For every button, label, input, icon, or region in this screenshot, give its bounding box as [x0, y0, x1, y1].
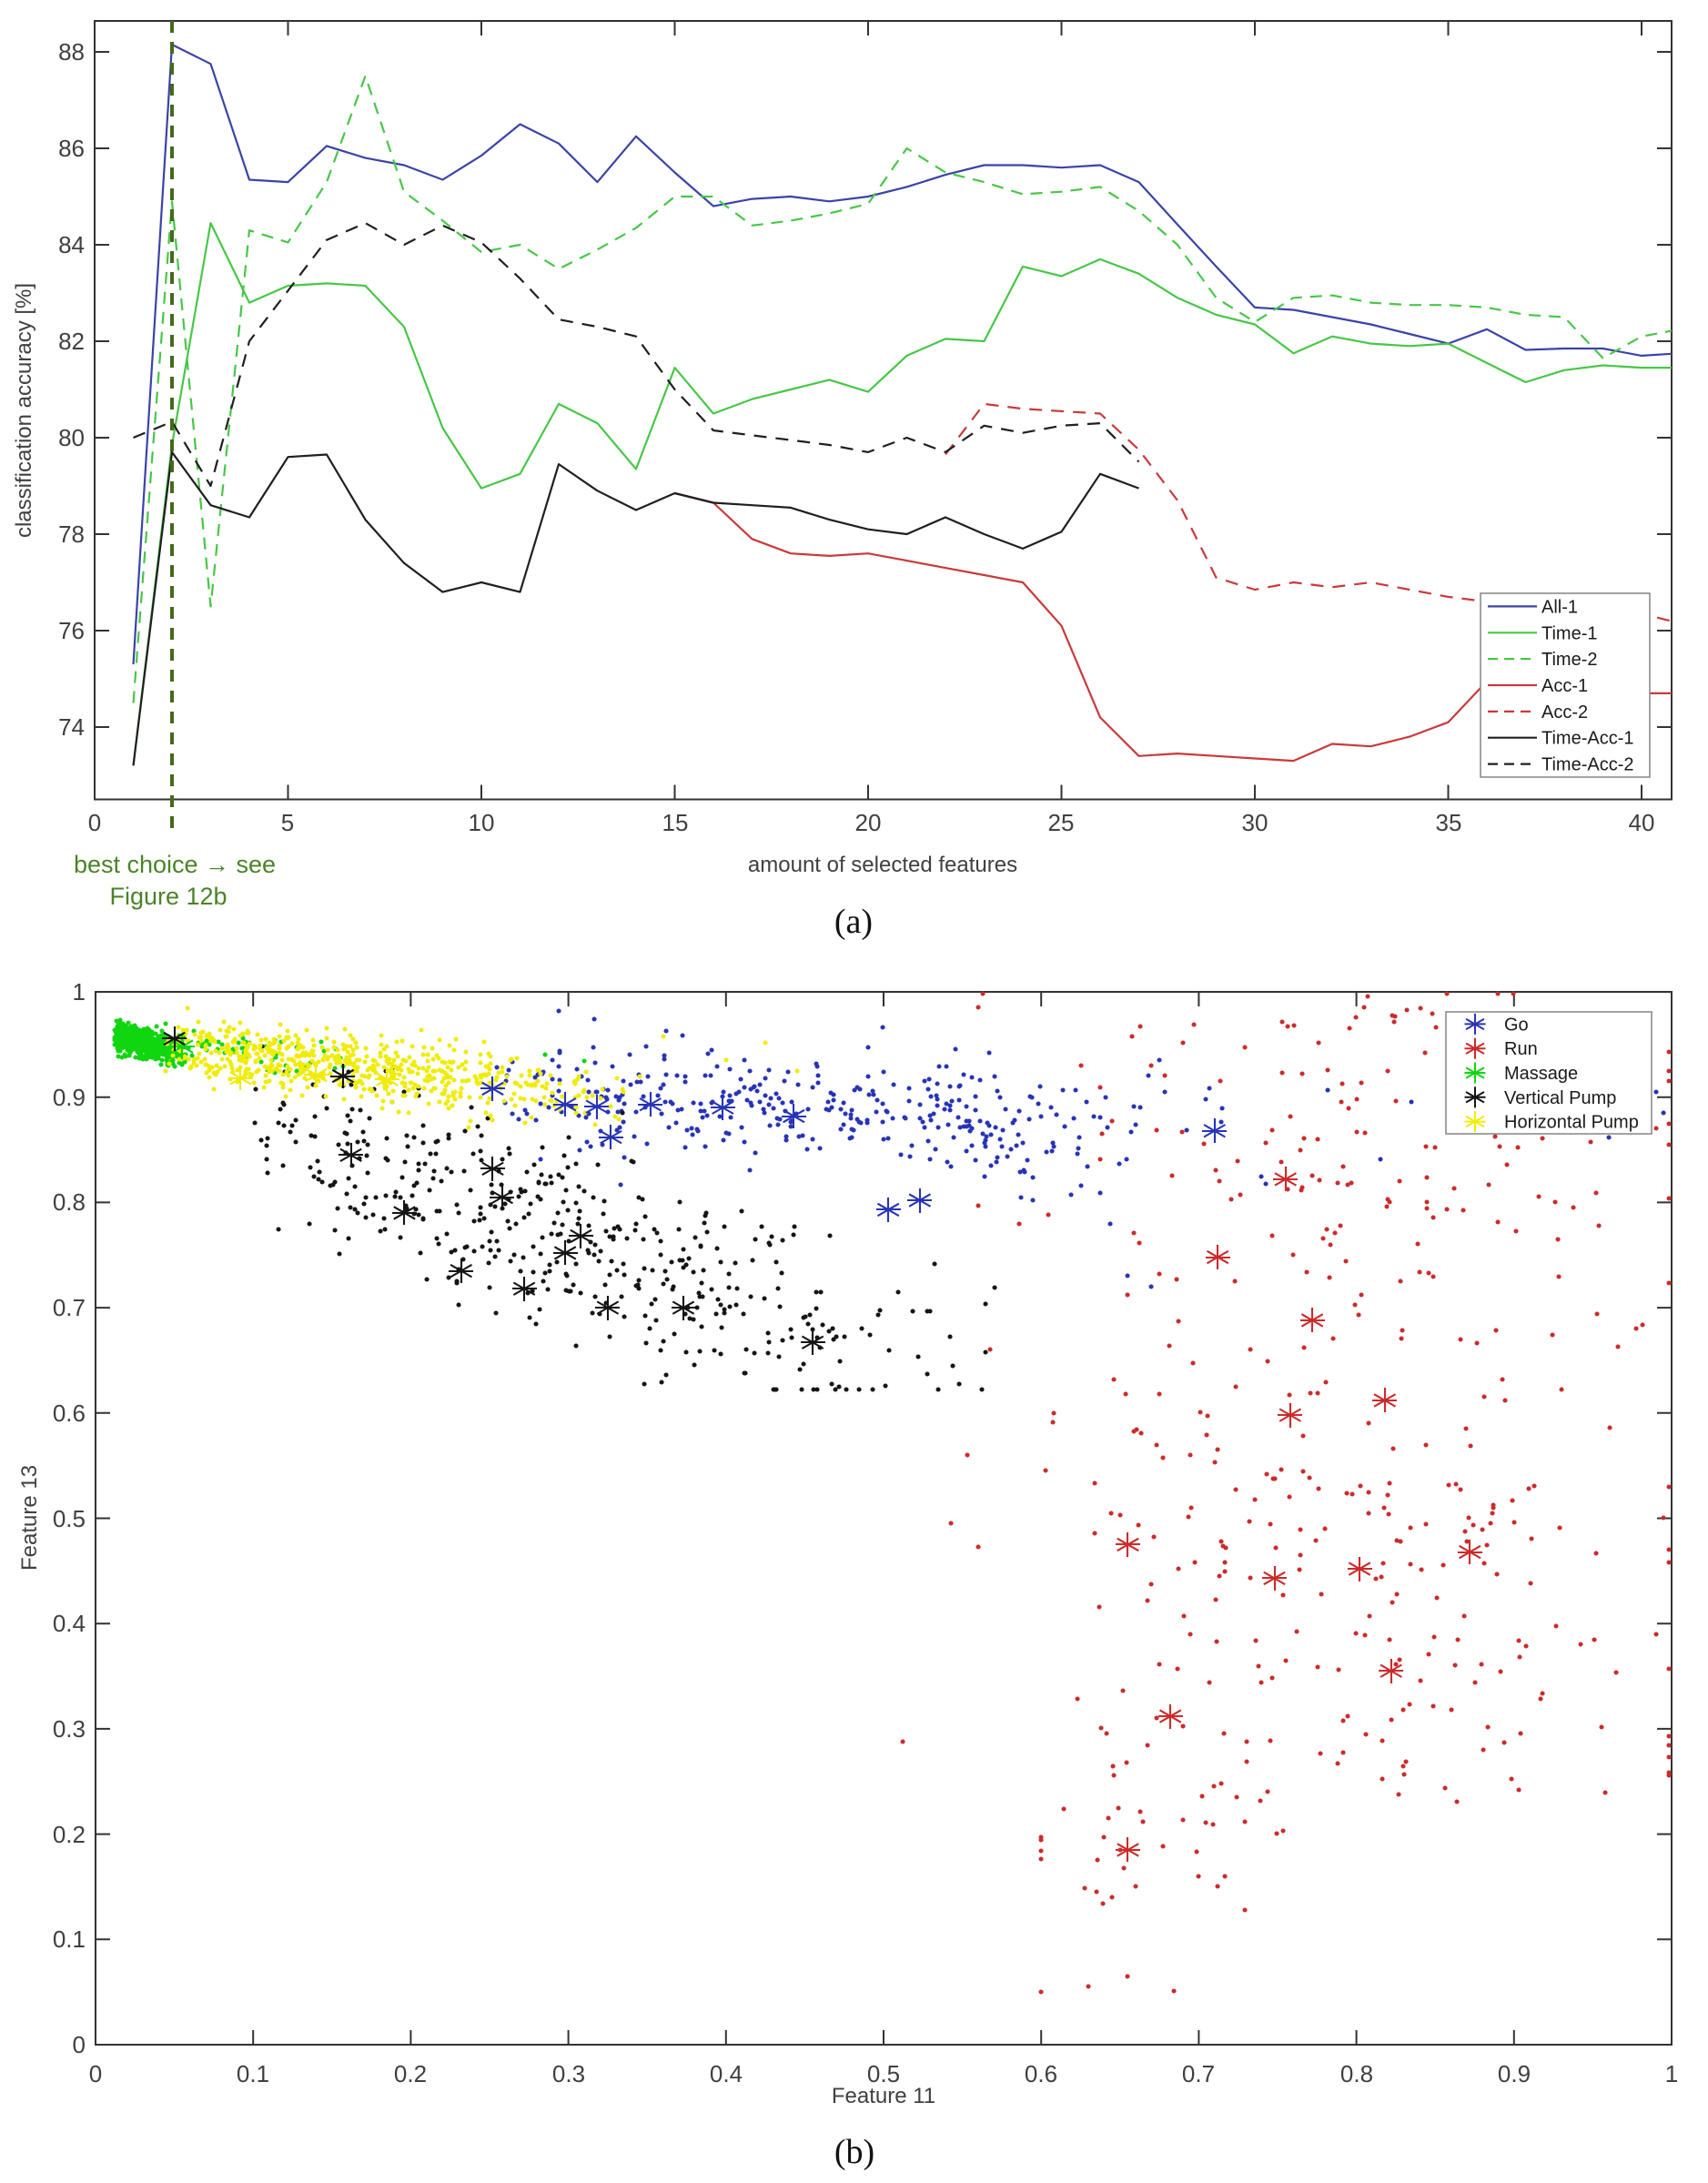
- svg-text:0.7: 0.7: [1182, 2060, 1215, 2087]
- svg-text:82: 82: [58, 328, 85, 355]
- svg-text:30: 30: [1242, 809, 1268, 836]
- svg-text:1: 1: [1665, 2060, 1678, 2087]
- svg-text:0.6: 0.6: [1025, 2060, 1057, 2087]
- svg-text:0.5: 0.5: [867, 2060, 900, 2087]
- svg-text:0.5: 0.5: [53, 1505, 86, 1532]
- svg-text:0.3: 0.3: [53, 1715, 86, 1743]
- svg-text:0.8: 0.8: [53, 1188, 86, 1216]
- svg-text:86: 86: [58, 135, 85, 162]
- svg-text:15: 15: [662, 809, 689, 836]
- svg-text:Massage: Massage: [1504, 1064, 1578, 1084]
- svg-text:0: 0: [73, 2031, 86, 2058]
- svg-text:40: 40: [1629, 809, 1655, 836]
- svg-text:0.4: 0.4: [710, 2060, 743, 2087]
- svg-text:Run: Run: [1504, 1039, 1538, 1059]
- svg-text:classification accuracy [%]: classification accuracy [%]: [12, 283, 36, 538]
- svg-text:Acc-2: Acc-2: [1541, 702, 1588, 723]
- svg-text:88: 88: [58, 38, 85, 66]
- svg-text:0.6: 0.6: [53, 1400, 86, 1427]
- svg-text:20: 20: [855, 809, 882, 836]
- svg-text:0.1: 0.1: [53, 1925, 86, 1953]
- svg-text:(b): (b): [834, 2133, 874, 2171]
- svg-text:Acc-1: Acc-1: [1541, 676, 1588, 696]
- svg-text:80: 80: [58, 424, 85, 451]
- svg-text:1: 1: [73, 978, 86, 1006]
- svg-text:0.9: 0.9: [53, 1084, 86, 1111]
- svg-text:Feature 13: Feature 13: [17, 1465, 42, 1571]
- svg-text:0.8: 0.8: [1340, 2060, 1373, 2087]
- svg-text:0.9: 0.9: [1498, 2060, 1531, 2087]
- svg-text:35: 35: [1436, 809, 1462, 836]
- svg-text:best choice → see: best choice → see: [74, 851, 276, 878]
- svg-text:74: 74: [58, 713, 85, 741]
- svg-text:0.3: 0.3: [552, 2060, 585, 2087]
- svg-text:76: 76: [58, 617, 85, 644]
- svg-text:Time-Acc-2: Time-Acc-2: [1541, 755, 1633, 775]
- svg-text:(a): (a): [834, 903, 873, 941]
- svg-text:Time-2: Time-2: [1541, 650, 1597, 670]
- svg-text:All-1: All-1: [1541, 597, 1578, 617]
- svg-text:0.2: 0.2: [394, 2060, 427, 2087]
- svg-text:Go: Go: [1504, 1015, 1529, 1035]
- svg-text:25: 25: [1048, 809, 1075, 836]
- svg-text:84: 84: [58, 231, 85, 258]
- svg-text:0.4: 0.4: [53, 1610, 86, 1637]
- svg-text:0.1: 0.1: [237, 2060, 269, 2087]
- svg-text:0: 0: [88, 809, 101, 836]
- svg-text:amount of selected features: amount of selected features: [748, 853, 1017, 877]
- svg-text:0.2: 0.2: [53, 1821, 86, 1848]
- svg-text:Time-1: Time-1: [1541, 623, 1597, 643]
- svg-text:0.7: 0.7: [53, 1294, 86, 1321]
- svg-text:Feature 11: Feature 11: [832, 2084, 935, 2108]
- svg-text:78: 78: [58, 520, 85, 548]
- svg-text:10: 10: [469, 809, 495, 836]
- svg-text:Figure 12b: Figure 12b: [109, 883, 227, 910]
- svg-text:5: 5: [281, 809, 294, 836]
- svg-text:0: 0: [89, 2060, 102, 2087]
- svg-text:Horizontal Pump: Horizontal Pump: [1504, 1113, 1639, 1133]
- svg-text:Vertical Pump: Vertical Pump: [1504, 1088, 1616, 1108]
- svg-text:Time-Acc-1: Time-Acc-1: [1541, 729, 1633, 749]
